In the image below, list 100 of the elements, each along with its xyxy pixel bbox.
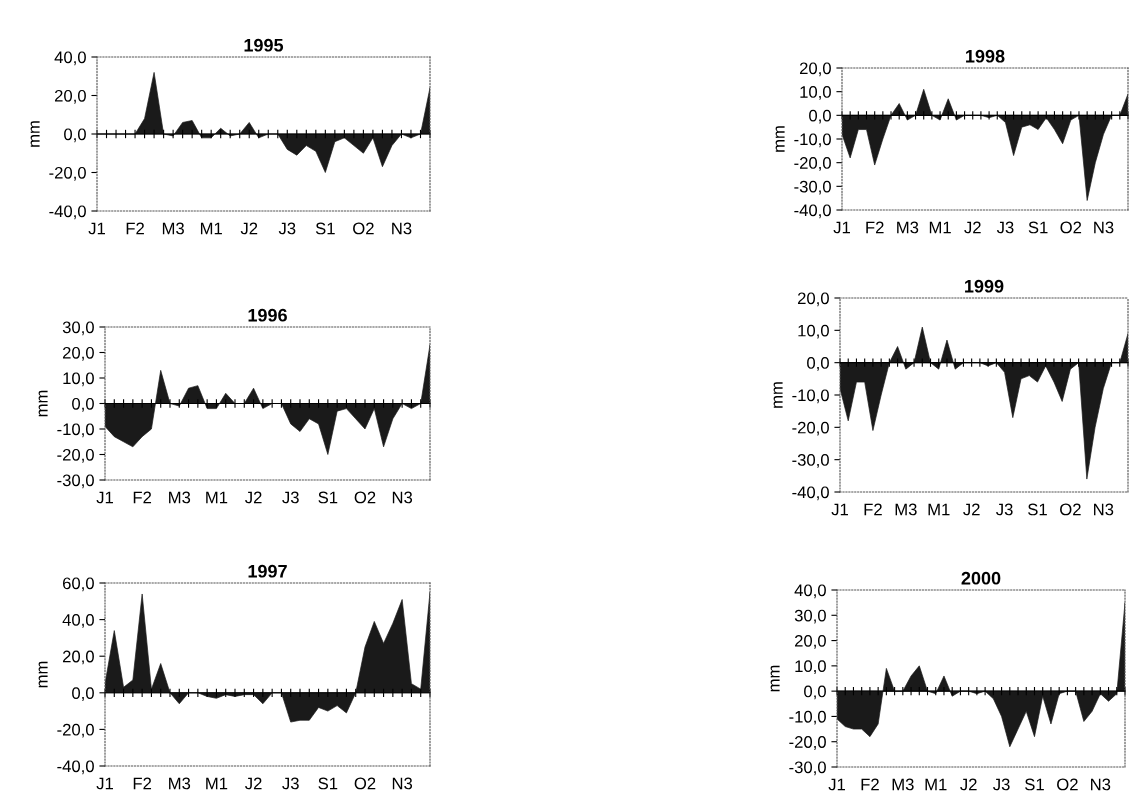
- y-axis-title: mm: [773, 382, 783, 408]
- x-tick-label: M1: [206, 491, 228, 504]
- x-tick-label: M3: [892, 778, 914, 791]
- y-tick-label: -30,0: [794, 180, 831, 195]
- y-tick-label: -10,0: [792, 389, 829, 404]
- x-tick-label: J1: [96, 777, 113, 790]
- y-tick-label: 10,0: [798, 324, 829, 339]
- y-axis-title: mm: [775, 126, 785, 152]
- y-axis-title: mm: [38, 661, 48, 688]
- y-tick-label: 20,0: [54, 89, 86, 104]
- y-tick-label: 40,0: [54, 51, 86, 66]
- chart-title: 1997: [248, 564, 287, 578]
- y-tick-label: 0,0: [64, 128, 86, 143]
- chart-title: 1996: [248, 308, 287, 322]
- x-tick-label: M1: [929, 221, 951, 234]
- y-axis-title: mm: [38, 390, 48, 417]
- x-tick-label: S1: [315, 222, 335, 235]
- x-tick-label: J3: [993, 778, 1010, 791]
- y-tick-label: 20,0: [62, 650, 94, 665]
- x-tick-label: J1: [88, 222, 105, 235]
- y-axis-title: mm: [30, 121, 40, 147]
- y-tick-label: -40,0: [57, 760, 94, 775]
- x-tick-label: J3: [996, 503, 1013, 516]
- x-tick-label: S1: [1028, 221, 1048, 234]
- y-tick-label: 40,0: [794, 584, 826, 599]
- y-tick-label: 30,0: [794, 609, 826, 624]
- chart-title: 1999: [965, 279, 1004, 293]
- x-tick-label: O2: [354, 491, 376, 504]
- x-tick-label: F2: [133, 491, 152, 504]
- x-tick-label: J2: [960, 778, 977, 791]
- x-tick-label: O2: [1060, 221, 1082, 234]
- y-tick-label: -10,0: [794, 133, 831, 148]
- chart-title: 1998: [966, 49, 1005, 63]
- y-tick-label: 30,0: [62, 321, 94, 336]
- x-tick-label: N3: [1094, 503, 1114, 516]
- x-tick-label: J1: [828, 778, 845, 791]
- y-tick-label: -20,0: [49, 166, 86, 181]
- x-tick-label: F2: [126, 222, 144, 235]
- x-tick-label: O2: [354, 777, 376, 790]
- y-tick-label: -30,0: [57, 474, 94, 489]
- x-tick-label: F2: [866, 221, 884, 234]
- x-tick-label: S1: [318, 491, 338, 504]
- x-tick-label: M3: [169, 491, 191, 504]
- y-tick-label: -20,0: [792, 421, 829, 436]
- x-tick-label: F2: [133, 777, 152, 790]
- y-tick-label: 0,0: [72, 687, 94, 701]
- y-tick-label: -20,0: [794, 157, 831, 171]
- y-tick-label: -40,0: [794, 204, 831, 219]
- x-tick-label: O2: [1060, 503, 1081, 516]
- x-tick-label: J2: [963, 503, 980, 516]
- x-tick-label: M1: [206, 777, 228, 790]
- x-tick-label: M3: [895, 503, 917, 516]
- y-tick-label: 60,0: [62, 577, 94, 592]
- y-tick-label: 20,0: [799, 62, 831, 77]
- x-tick-label: N3: [1094, 221, 1114, 234]
- x-tick-label: J2: [240, 222, 258, 235]
- y-tick-label: 20,0: [794, 634, 826, 649]
- x-tick-label: N3: [1091, 778, 1111, 791]
- y-tick-label: 10,0: [795, 660, 826, 675]
- x-tick-label: O2: [353, 222, 374, 235]
- x-tick-label: J3: [278, 222, 296, 235]
- x-tick-label: J3: [282, 777, 299, 790]
- x-tick-label: J1: [831, 503, 848, 516]
- y-tick-label: -40,0: [792, 486, 829, 501]
- x-tick-label: J2: [245, 491, 262, 504]
- x-tick-label: M1: [200, 222, 222, 235]
- x-tick-label: M1: [925, 778, 947, 791]
- y-tick-label: -20,0: [57, 723, 94, 738]
- x-tick-label: M3: [162, 222, 184, 235]
- x-tick-label: M1: [928, 503, 950, 516]
- y-tick-label: 0,0: [807, 357, 829, 371]
- y-tick-label: 0,0: [72, 397, 94, 412]
- x-tick-label: F2: [864, 503, 882, 516]
- x-tick-label: N3: [392, 491, 413, 504]
- x-tick-label: M3: [169, 777, 191, 790]
- y-tick-label: 40,0: [62, 614, 94, 628]
- y-tick-label: 10,0: [800, 86, 831, 100]
- y-tick-label: -30,0: [792, 454, 829, 468]
- chart-title: 2000: [961, 571, 1001, 585]
- y-tick-label: 0,0: [804, 685, 826, 700]
- x-tick-label: J3: [996, 221, 1014, 234]
- x-tick-label: J1: [833, 221, 850, 234]
- x-tick-label: J3: [282, 491, 299, 504]
- y-tick-label: -20,0: [789, 736, 826, 750]
- x-tick-label: O2: [1057, 778, 1078, 791]
- x-tick-label: S1: [1028, 503, 1047, 516]
- y-tick-label: -30,0: [789, 761, 826, 776]
- y-tick-label: -10,0: [57, 423, 94, 438]
- x-tick-label: N3: [392, 777, 413, 790]
- y-tick-label: -20,0: [57, 448, 94, 463]
- x-tick-label: F2: [861, 778, 879, 791]
- x-tick-label: J2: [245, 777, 262, 790]
- y-tick-label: 20,0: [62, 346, 94, 361]
- y-tick-label: 20,0: [797, 292, 829, 307]
- y-tick-label: 0,0: [809, 109, 831, 124]
- x-tick-label: N3: [392, 222, 412, 235]
- y-tick-label: -10,0: [789, 710, 826, 725]
- x-tick-label: M3: [897, 221, 919, 234]
- chart-title: 1995: [244, 38, 284, 52]
- x-tick-label: J2: [964, 221, 981, 234]
